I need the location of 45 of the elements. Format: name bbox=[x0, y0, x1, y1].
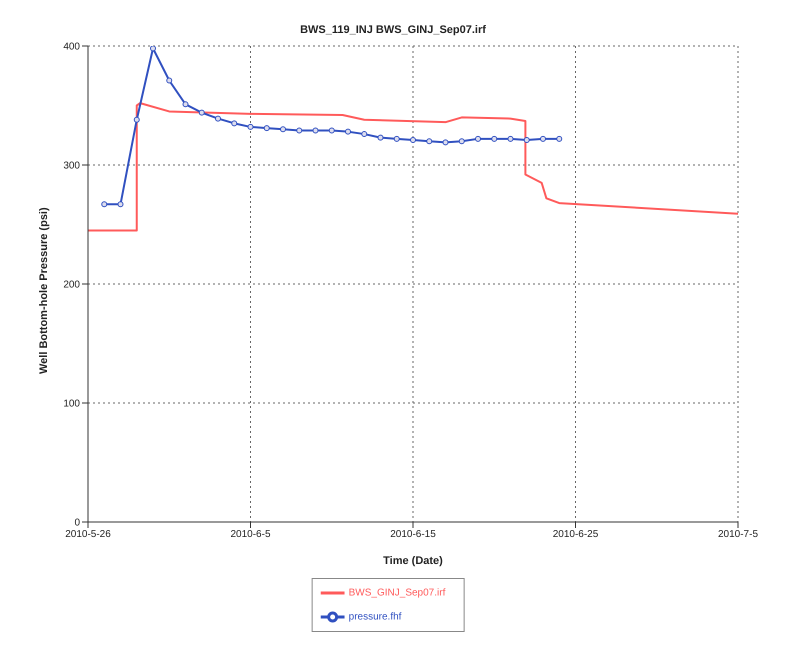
legend-label: BWS_GINJ_Sep07.irf bbox=[348, 588, 446, 599]
x-tick-label: 2010-7-5 bbox=[718, 529, 758, 540]
point bbox=[524, 137, 530, 144]
point bbox=[508, 136, 514, 142]
point bbox=[198, 110, 205, 116]
point bbox=[442, 139, 448, 146]
point bbox=[378, 134, 384, 141]
point bbox=[328, 127, 335, 134]
y-tick-label: 400 bbox=[63, 42, 80, 53]
point bbox=[134, 116, 140, 123]
chart-title: BWS_119_INJ BWS_GINJ_Sep07.irf bbox=[299, 23, 487, 36]
point bbox=[118, 201, 124, 208]
y-tick-label: 100 bbox=[63, 398, 80, 410]
x-tick-label: 2010-6-5 bbox=[230, 529, 271, 540]
point bbox=[426, 138, 432, 144]
point bbox=[166, 78, 172, 84]
y-tick-label: 300 bbox=[63, 160, 80, 172]
point bbox=[361, 131, 368, 138]
point bbox=[101, 201, 108, 208]
point bbox=[182, 101, 188, 108]
point bbox=[540, 136, 546, 142]
point bbox=[345, 128, 351, 135]
point bbox=[410, 137, 416, 144]
point bbox=[248, 124, 254, 130]
point bbox=[150, 46, 156, 52]
x-axis-title: Time (Date) bbox=[383, 555, 444, 567]
point bbox=[296, 127, 302, 134]
point bbox=[231, 120, 238, 126]
point bbox=[475, 136, 481, 142]
point bbox=[458, 138, 465, 144]
point bbox=[264, 125, 270, 132]
y-tick-label: 200 bbox=[63, 280, 80, 291]
line-series bbox=[88, 102, 738, 232]
point bbox=[215, 116, 221, 122]
point bbox=[280, 126, 286, 132]
y-axis-title: Well Bottom-hole Pressure (psi) bbox=[38, 207, 50, 374]
point bbox=[556, 136, 562, 142]
x-tick-label: 2010-6-25 bbox=[552, 529, 599, 540]
x-tick-label: 2010-6-15 bbox=[390, 529, 436, 540]
point bbox=[312, 127, 318, 134]
point bbox=[394, 136, 400, 142]
legend-label: pressure.fhf bbox=[348, 612, 402, 623]
y-tick-label: 0 bbox=[74, 518, 80, 529]
x-tick-label: 2010-5-26 bbox=[65, 529, 112, 540]
point bbox=[491, 136, 498, 142]
